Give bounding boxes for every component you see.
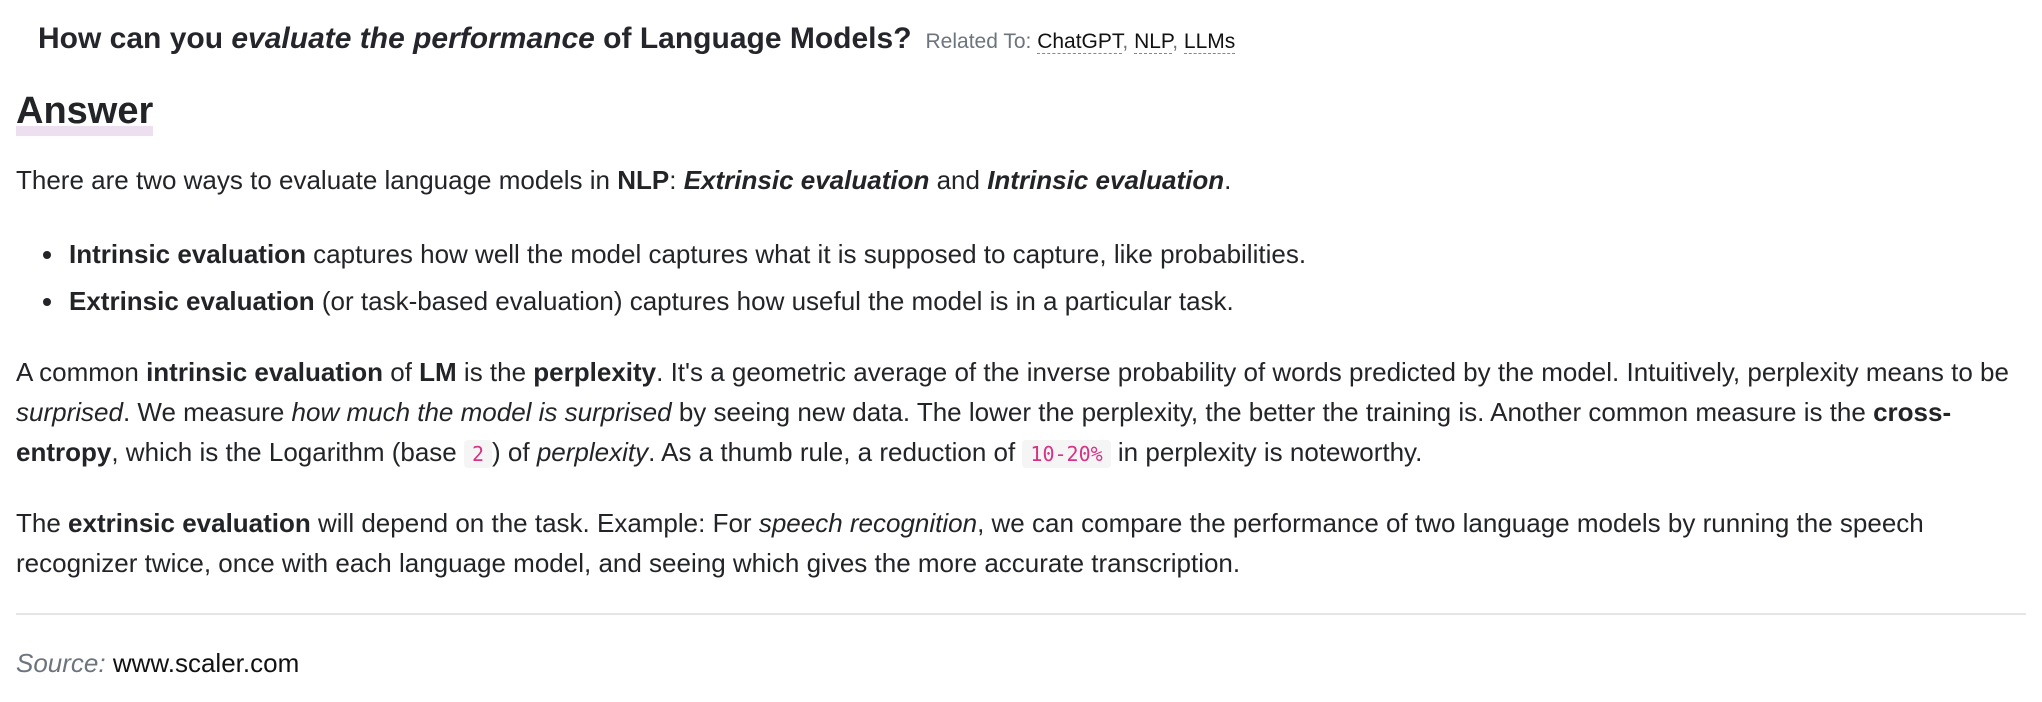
intro-nlp: NLP bbox=[617, 165, 670, 195]
para-italic: how much the model is surprised bbox=[291, 397, 672, 427]
source-line: Source: www.scaler.com bbox=[16, 646, 299, 680]
bullet-text: captures how well the model captures wha… bbox=[305, 239, 1307, 269]
para-bold: cross-entropy bbox=[16, 397, 1952, 467]
question-text-start: How can you bbox=[38, 22, 232, 55]
para-italic: perplexity bbox=[536, 437, 649, 467]
question-emphasis: evaluate the performance bbox=[231, 22, 595, 55]
perplexity-paragraph: A common intrinsic evaluation of LM is t… bbox=[16, 352, 2026, 474]
para-bold: intrinsic evaluation bbox=[146, 357, 384, 387]
para-text: . It's a geometric average of the invers… bbox=[656, 357, 2009, 387]
intro-text: . bbox=[1224, 165, 1232, 195]
para-text: A common bbox=[16, 357, 147, 387]
tag-chatgpt[interactable]: ChatGPT bbox=[1037, 30, 1123, 54]
para-bold: LM bbox=[419, 357, 457, 387]
tag-separator: , bbox=[1122, 30, 1135, 53]
related-to: Related To: ChatGPT, NLP, LLMs bbox=[925, 30, 1236, 54]
inline-code: 2 bbox=[463, 440, 493, 468]
list-item-intrinsic: Intrinsic evaluation captures how well t… bbox=[42, 231, 1307, 278]
para-text: is the bbox=[456, 357, 534, 387]
bullet-term: Extrinsic evaluation bbox=[69, 286, 315, 316]
bullet-text: (or task-based evaluation) captures how … bbox=[314, 286, 1234, 316]
para-italic: surprised bbox=[16, 397, 123, 427]
intro-paragraph: There are two ways to evaluate language … bbox=[16, 160, 2026, 200]
para-text: will depend on the task. Example: For bbox=[310, 508, 759, 538]
source-label: Source: bbox=[16, 648, 106, 678]
list-item-extrinsic: Extrinsic evaluation (or task-based eval… bbox=[42, 278, 1306, 325]
intro-text: There are two ways to evaluate language … bbox=[16, 165, 618, 195]
para-text: , which is the Logarithm (base bbox=[111, 437, 464, 467]
para-text: ) of bbox=[492, 437, 537, 467]
para-text: . We measure bbox=[122, 397, 292, 427]
tag-nlp[interactable]: NLP bbox=[1134, 30, 1173, 54]
source-link[interactable]: www.scaler.com bbox=[112, 648, 300, 678]
divider bbox=[16, 613, 2026, 615]
extrinsic-paragraph: The extrinsic evaluation will depend on … bbox=[16, 503, 2026, 583]
para-text: . As a thumb rule, a reduction of bbox=[648, 437, 1023, 467]
question-title: How can you evaluate the performance of … bbox=[38, 22, 1236, 56]
tag-llms[interactable]: LLMs bbox=[1183, 30, 1236, 54]
para-text: by seeing new data. The lower the perple… bbox=[671, 397, 1874, 427]
para-text: The bbox=[16, 508, 69, 538]
tag-separator: , bbox=[1172, 30, 1184, 53]
intro-text: : bbox=[669, 165, 684, 195]
intro-intrinsic: Intrinsic evaluation bbox=[987, 165, 1225, 195]
related-label: Related To: bbox=[925, 30, 1038, 53]
bullet-term: Intrinsic evaluation bbox=[69, 239, 306, 269]
para-bold: perplexity bbox=[533, 357, 657, 387]
intro-text: and bbox=[929, 165, 988, 195]
answer-heading: Answer bbox=[16, 92, 154, 136]
intro-extrinsic: Extrinsic evaluation bbox=[683, 165, 930, 195]
para-text: in perplexity is noteworthy. bbox=[1110, 437, 1423, 467]
para-text: of bbox=[383, 357, 420, 387]
para-bold: extrinsic evaluation bbox=[68, 508, 311, 538]
para-text: , we can compare the performance of two … bbox=[16, 508, 1924, 578]
question-text-end: of Language Models? bbox=[594, 22, 912, 55]
inline-code: 10-20% bbox=[1022, 440, 1111, 468]
para-italic: speech recognition bbox=[758, 508, 978, 538]
evaluation-list: Intrinsic evaluation captures how well t… bbox=[16, 231, 1306, 325]
